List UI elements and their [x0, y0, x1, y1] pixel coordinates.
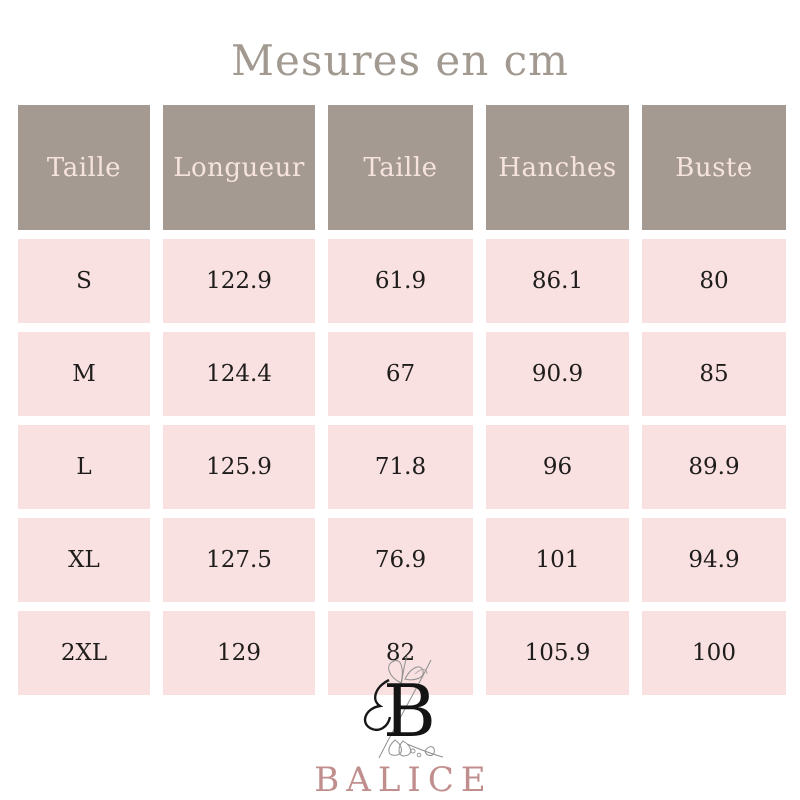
size-cell: L: [18, 425, 150, 509]
value-cell: 67: [328, 332, 473, 416]
value-cell: 127.5: [163, 518, 315, 602]
header-cell: Taille: [328, 105, 473, 230]
size-table: Taille Longueur Taille Hanches Buste S 122.9 61…: [18, 105, 786, 695]
value-cell: 125.9: [163, 425, 315, 509]
size-cell: M: [18, 332, 150, 416]
size-cell: S: [18, 239, 150, 323]
value-cell: 85: [642, 332, 786, 416]
header-cell: Buste: [642, 105, 786, 230]
value-cell: 89.9: [642, 425, 786, 509]
value-cell: 71.8: [328, 425, 473, 509]
value-cell: 90.9: [486, 332, 629, 416]
value-cell: 76.9: [328, 518, 473, 602]
value-cell: 105.9: [486, 611, 629, 695]
value-cell: 80: [642, 239, 786, 323]
size-cell: 2XL: [18, 611, 150, 695]
value-cell: 124.4: [163, 332, 315, 416]
page-title: Mesures en cm: [231, 36, 569, 85]
value-cell: 129: [163, 611, 315, 695]
value-cell: 61.9: [328, 239, 473, 323]
value-cell: 82: [328, 611, 473, 695]
size-cell: XL: [18, 518, 150, 602]
value-cell: 96: [486, 425, 629, 509]
value-cell: 101: [486, 518, 629, 602]
value-cell: 86.1: [486, 239, 629, 323]
value-cell: 122.9: [163, 239, 315, 323]
value-cell: 100: [642, 611, 786, 695]
value-cell: 94.9: [642, 518, 786, 602]
brand-name: BALICE: [314, 760, 493, 800]
header-cell: Hanches: [486, 105, 629, 230]
header-cell: Taille: [18, 105, 150, 230]
header-cell: Longueur: [163, 105, 315, 230]
